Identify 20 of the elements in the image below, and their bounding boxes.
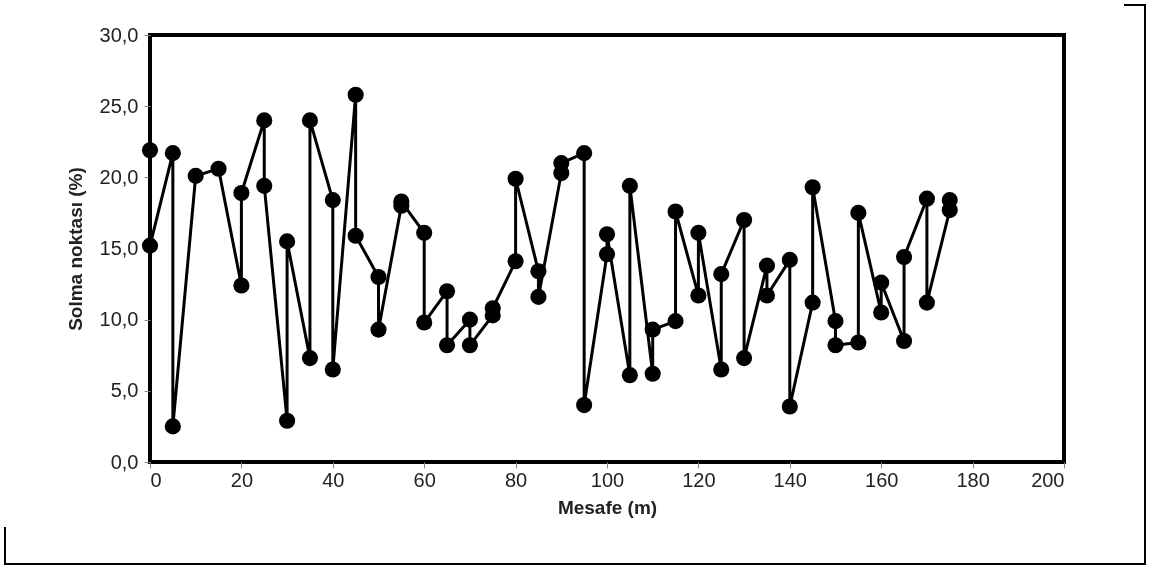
y-tick-label: 15,0 — [99, 237, 139, 259]
y-axis-title: Solma noktası (%) — [64, 167, 86, 331]
x-axis-title: Mesafe (m) — [557, 496, 658, 518]
x-tick-label: 160 — [865, 468, 899, 491]
y-tick-label: 0,0 — [110, 450, 139, 473]
x-tick-label: 40 — [322, 468, 345, 491]
x-tick-label: 140 — [773, 468, 807, 491]
y-tick-label: 5,0 — [110, 379, 139, 402]
x-tick-label: 120 — [682, 468, 716, 491]
x-tick-label: 200 — [1031, 468, 1065, 491]
y-tick-label: 25,0 — [99, 94, 139, 117]
x-tick-label: 180 — [956, 468, 990, 491]
x-tick-label: 60 — [413, 468, 436, 491]
y-tick-label: 10,0 — [99, 308, 139, 331]
x-tick-label: 80 — [504, 468, 528, 491]
x-tick-label: 20 — [230, 468, 254, 491]
x-tick-label: 100 — [590, 468, 625, 491]
y-tick-label: 20,0 — [99, 165, 139, 188]
y-tick-label: 30,0 — [99, 23, 139, 46]
x-tick-label: 0 — [150, 468, 162, 491]
